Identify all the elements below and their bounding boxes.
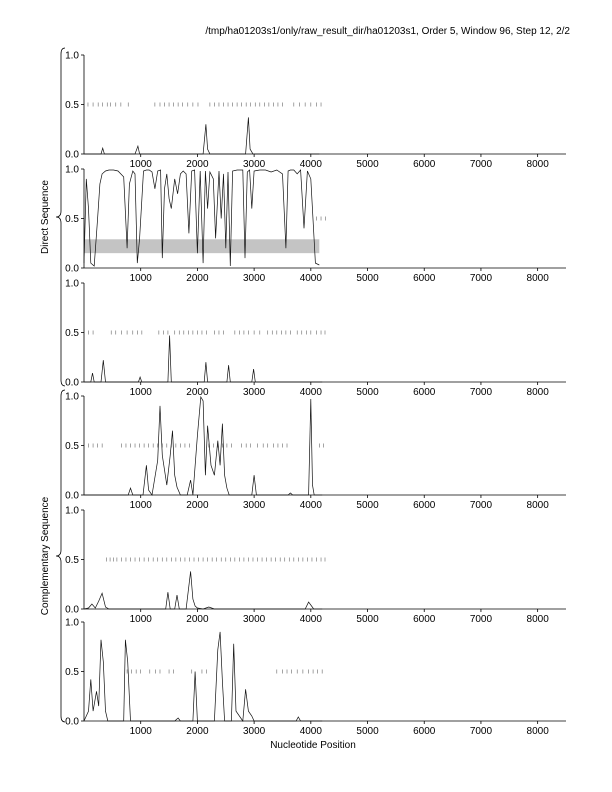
x-tick-label: 5000 [356, 273, 379, 284]
x-tick-label: 7000 [470, 159, 493, 170]
panel-complementary-1: 0.0 0.5 1.0 1000 2000 3000 4000 5000 6000 7000 800… [65, 392, 566, 511]
panel-complementary-3: 0.0 0.5 1.0 1000 2000 3000 4000 5000 6000 7000 800… [65, 618, 566, 737]
x-tick-label: 8000 [527, 273, 550, 284]
x-tick-label: 1000 [130, 726, 153, 737]
y-tick-label: 0.0 [65, 378, 79, 389]
x-tick-label: 2000 [186, 273, 209, 284]
y-tick-label: 1.0 [65, 165, 79, 176]
y-tick-label: 0.0 [65, 150, 79, 161]
x-tick-label: 5000 [356, 500, 379, 511]
y-tick-label: 0.0 [65, 605, 79, 616]
x-tick-label: 8000 [527, 726, 550, 737]
x-tick-label: 4000 [300, 159, 323, 170]
x-axis-label: Nucleotide Position [270, 740, 356, 751]
group-brace [55, 389, 66, 723]
y-tick-label: 0.5 [65, 555, 79, 566]
series-line [83, 169, 320, 267]
y-tick-label: 0.5 [65, 667, 79, 678]
x-tick-label: 6000 [413, 614, 436, 625]
x-tick-label: 8000 [527, 614, 550, 625]
y-tick-label: 1.0 [65, 392, 79, 403]
y-tick-label: 1.0 [65, 618, 79, 629]
series-line [84, 395, 323, 496]
x-tick-label: 1000 [130, 387, 153, 398]
x-tick-label: 4000 [300, 614, 323, 625]
x-tick-label: 6000 [413, 726, 436, 737]
x-tick-label: 6000 [413, 159, 436, 170]
x-tick-label: 3000 [243, 500, 266, 511]
series-line [83, 631, 323, 723]
x-tick-label: 1000 [130, 159, 153, 170]
series-line [84, 335, 323, 383]
x-tick-label: 2000 [186, 387, 209, 398]
group-brace [55, 47, 66, 387]
group-label: Direct Sequence [40, 180, 51, 254]
x-tick-label: 2000 [186, 614, 209, 625]
x-tick-label: 7000 [470, 726, 493, 737]
panel-direct-3: 0.0 0.5 1.0 1000 2000 3000 4000 5000 6000 7000 800… [65, 279, 566, 398]
panel-direct-2: 0.0 0.5 1.0 1000 2000 3000 4000 5000 6000 7000 800… [65, 165, 566, 284]
figure-header: /tmp/ha01203s1/only/raw_result_dir/ha012… [205, 26, 570, 37]
panel-complementary-2: 0.0 0.5 1.0 1000 2000 3000 4000 5000 6000 7000 800… [65, 506, 566, 625]
x-tick-label: 3000 [243, 387, 266, 398]
shaded-band [84, 239, 320, 254]
x-tick-label: 4000 [300, 387, 323, 398]
x-tick-label: 7000 [470, 387, 493, 398]
x-tick-label: 3000 [243, 159, 266, 170]
x-tick-label: 2000 [186, 726, 209, 737]
x-tick-label: 7000 [470, 614, 493, 625]
y-tick-label: 0.0 [65, 717, 79, 728]
x-tick-label: 1000 [130, 273, 153, 284]
y-tick-label: 1.0 [65, 506, 79, 517]
x-tick-label: 7000 [470, 273, 493, 284]
x-tick-label: 8000 [527, 159, 550, 170]
series-line [83, 571, 323, 610]
series-line [84, 117, 320, 155]
y-tick-label: 0.0 [65, 491, 79, 502]
y-tick-label: 1.0 [65, 51, 79, 62]
x-tick-label: 3000 [243, 726, 266, 737]
y-tick-label: 0.0 [65, 264, 79, 275]
x-tick-label: 2000 [186, 159, 209, 170]
panel-direct-1: 0.0 0.5 1.0 1000 2000 3000 4000 5000 6000 7000 800… [65, 51, 566, 170]
y-tick-label: 0.5 [65, 441, 79, 452]
x-tick-label: 5000 [356, 726, 379, 737]
x-tick-label: 4000 [300, 500, 323, 511]
x-tick-label: 4000 [300, 273, 323, 284]
y-tick-label: 0.5 [65, 214, 79, 225]
y-tick-label: 0.5 [65, 328, 79, 339]
x-tick-label: 4000 [300, 726, 323, 737]
x-tick-label: 6000 [413, 500, 436, 511]
x-tick-label: 7000 [470, 500, 493, 511]
group-label: Complementary Sequence [40, 496, 51, 615]
x-tick-label: 5000 [356, 387, 379, 398]
x-tick-label: 5000 [356, 159, 379, 170]
x-tick-label: 3000 [243, 273, 266, 284]
x-tick-label: 3000 [243, 614, 266, 625]
x-tick-label: 5000 [356, 614, 379, 625]
x-tick-label: 6000 [413, 273, 436, 284]
x-tick-label: 1000 [130, 614, 153, 625]
y-tick-label: 1.0 [65, 279, 79, 290]
x-tick-label: 8000 [527, 500, 550, 511]
x-tick-label: 1000 [130, 500, 153, 511]
x-tick-label: 6000 [413, 387, 436, 398]
y-tick-label: 0.5 [65, 100, 79, 111]
x-tick-label: 2000 [186, 500, 209, 511]
x-tick-label: 8000 [527, 387, 550, 398]
